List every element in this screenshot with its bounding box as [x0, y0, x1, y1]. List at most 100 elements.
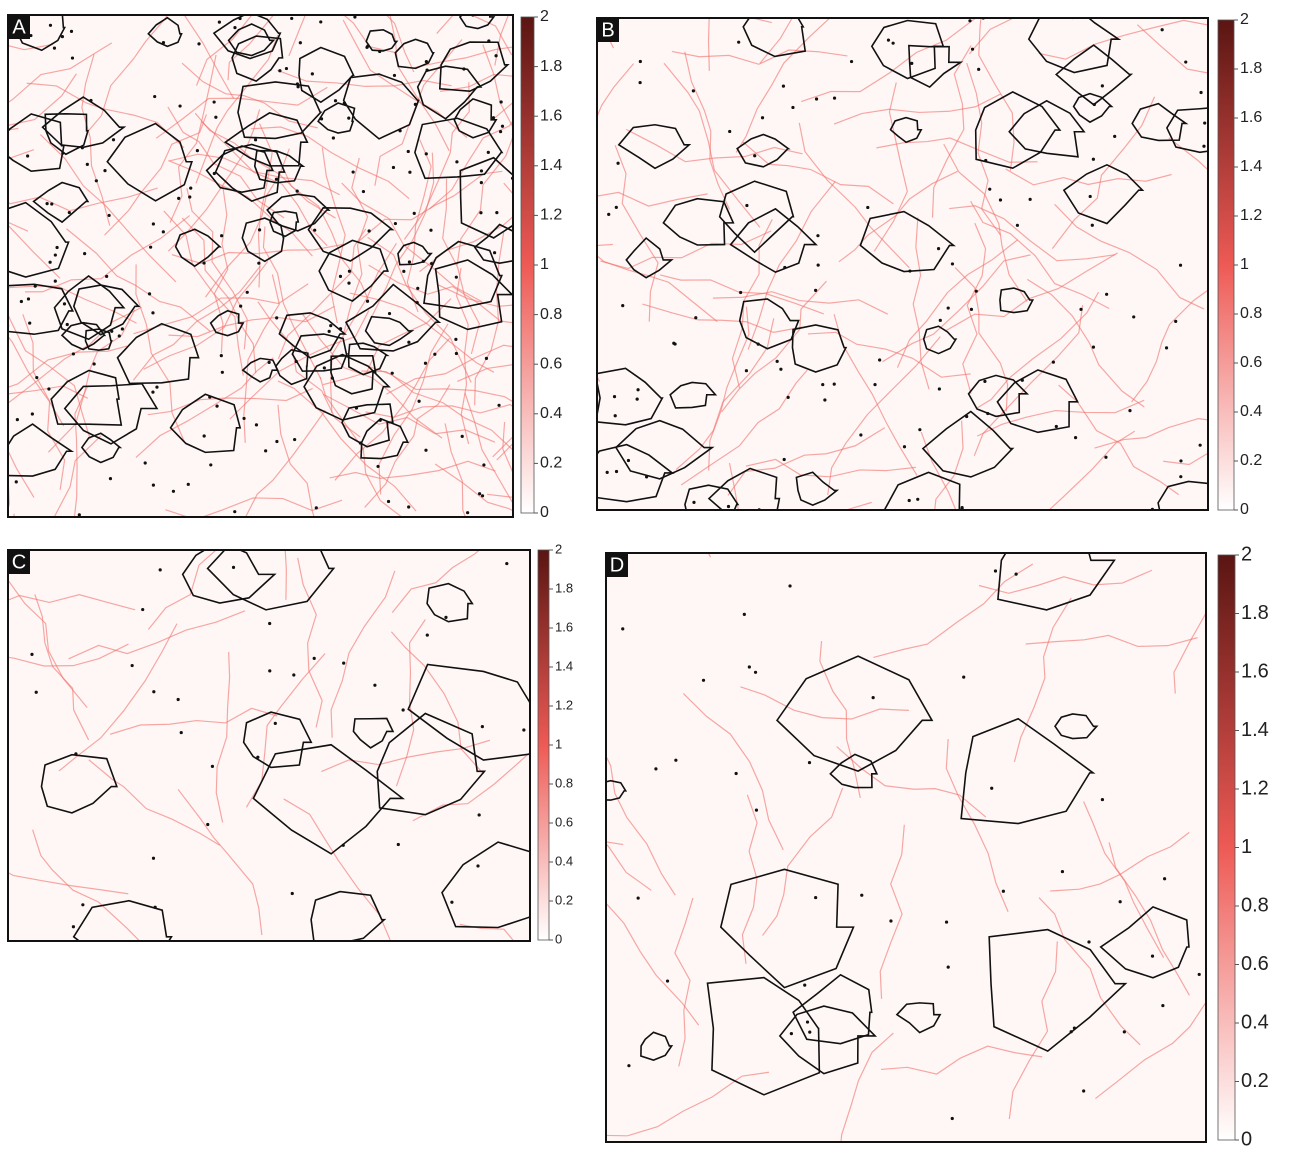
speckle	[209, 463, 212, 466]
speckle	[1092, 346, 1095, 349]
speckle	[86, 163, 89, 166]
speckle	[328, 330, 331, 333]
speckle	[196, 149, 199, 152]
speckle	[977, 68, 980, 71]
speckle	[654, 767, 657, 770]
speckle	[1092, 158, 1095, 161]
speckle	[154, 906, 157, 909]
speckle	[791, 106, 794, 109]
speckle	[814, 896, 817, 899]
speckle	[54, 253, 57, 256]
speckle	[148, 292, 151, 295]
speckle	[246, 291, 249, 294]
speckle	[1128, 409, 1131, 412]
speckle	[348, 270, 351, 273]
speckle	[70, 30, 73, 33]
speckle	[413, 212, 416, 215]
speckle	[480, 169, 483, 172]
speckle	[422, 260, 425, 263]
speckle	[1093, 103, 1096, 106]
speckle	[255, 423, 258, 426]
speckle	[416, 301, 419, 304]
speckle	[1070, 1030, 1073, 1033]
speckle	[172, 490, 175, 493]
colorbar-tick-label: 0.2	[555, 892, 573, 907]
speckle	[197, 42, 200, 45]
speckle	[220, 234, 223, 237]
speckle	[887, 39, 890, 42]
speckle	[1016, 224, 1019, 227]
speckle	[1101, 84, 1104, 87]
speckle	[461, 435, 464, 438]
speckle	[213, 172, 216, 175]
colorbar-tick-label: 1.2	[540, 207, 562, 224]
speckle	[178, 104, 181, 107]
speckle	[211, 765, 214, 768]
speckle	[121, 327, 124, 330]
speckle	[378, 50, 381, 53]
speckle	[366, 300, 369, 303]
speckle	[407, 341, 410, 344]
speckle	[63, 302, 66, 305]
speckle	[482, 463, 485, 466]
colorbar	[538, 550, 549, 940]
colorbar-tick-label: 1	[555, 736, 562, 751]
speckle	[34, 285, 37, 288]
speckle	[221, 371, 224, 374]
speckle	[177, 698, 180, 701]
speckle	[814, 289, 817, 292]
speckle	[1089, 195, 1092, 198]
speckle	[339, 327, 342, 330]
speckle	[1061, 870, 1064, 873]
speckle	[177, 197, 180, 200]
speckle	[859, 433, 862, 436]
speckle	[455, 160, 458, 163]
speckle	[295, 360, 298, 363]
colorbar	[1218, 555, 1235, 1140]
speckle	[424, 449, 427, 452]
speckle	[430, 262, 433, 265]
speckle	[347, 282, 350, 285]
speckle	[988, 188, 991, 191]
speckle	[1161, 28, 1164, 31]
speckle	[35, 376, 38, 379]
speckle	[394, 222, 397, 225]
speckle	[352, 170, 355, 173]
speckle	[990, 787, 993, 790]
speckle	[938, 387, 941, 390]
speckle	[783, 266, 786, 269]
speckle	[727, 505, 730, 508]
speckle	[735, 772, 738, 775]
colorbar-tick-label: 1.8	[1240, 60, 1262, 77]
speckle	[1052, 361, 1055, 364]
speckle	[761, 116, 764, 119]
speckle	[745, 204, 748, 207]
speckle	[994, 569, 997, 572]
speckle	[152, 690, 155, 693]
speckle	[408, 171, 411, 174]
speckle	[426, 68, 429, 71]
speckle	[1073, 1026, 1076, 1029]
colorbar-tick-label: 1	[1240, 256, 1249, 273]
speckle	[342, 662, 345, 665]
speckle	[455, 276, 458, 279]
colorbar-tick-label: 0.6	[540, 355, 562, 372]
panel-label: C	[12, 551, 26, 573]
speckle	[238, 17, 241, 20]
speckle	[402, 270, 405, 273]
speckle	[47, 387, 50, 390]
speckle	[151, 311, 154, 314]
speckle	[256, 756, 259, 759]
speckle	[257, 262, 260, 265]
speckle	[110, 330, 113, 333]
speckle	[187, 483, 190, 486]
speckle	[72, 352, 75, 355]
speckle	[1082, 1089, 1085, 1092]
colorbar-tick-label: 1.2	[1241, 777, 1269, 799]
speckle	[296, 189, 299, 192]
speckle	[983, 380, 986, 383]
speckle	[636, 398, 639, 401]
colorbar-tick-label: 1.2	[1240, 207, 1262, 224]
speckle	[206, 823, 209, 826]
speckle	[833, 97, 836, 100]
